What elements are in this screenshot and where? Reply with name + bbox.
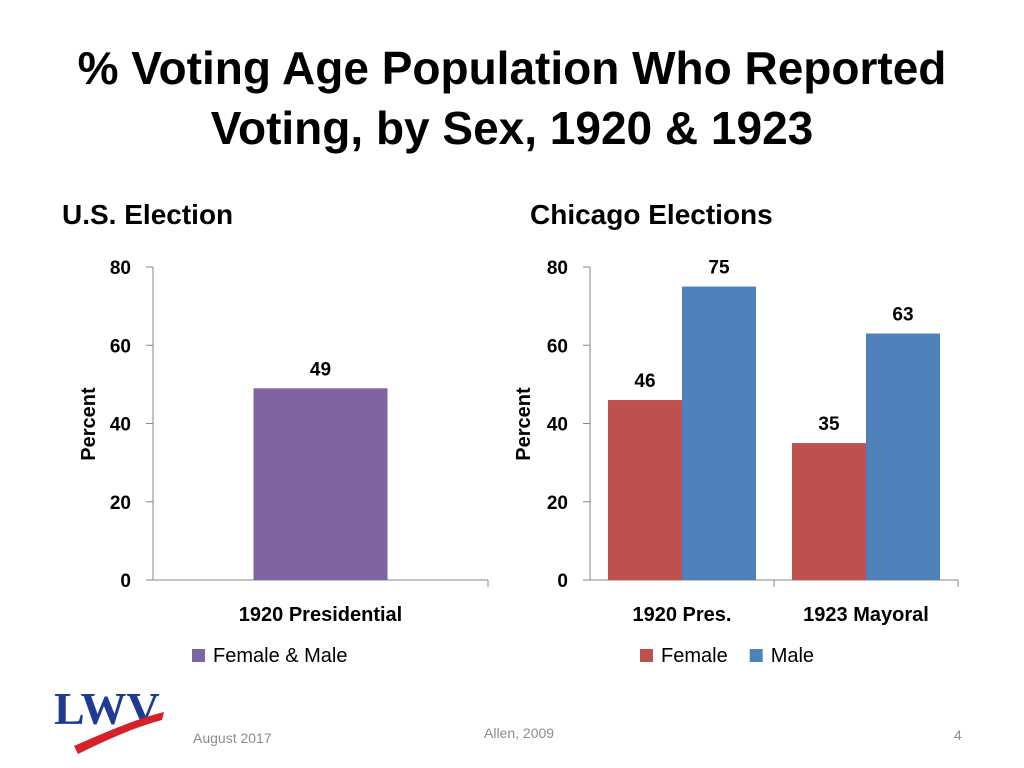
bar-female [608,400,682,580]
bar-data-label: 46 [634,371,655,392]
y-tick-label: 0 [557,571,568,592]
footer-date: August 2017 [193,730,272,746]
y-tick-label: 40 [547,415,568,436]
x-category-label: 1920 Pres. [633,604,732,626]
lwv-logo-text: LWV [54,684,160,734]
bar-male [682,286,756,580]
bar-data-label: 35 [818,414,840,435]
bar-female-male [253,388,388,580]
bar-male [866,333,940,580]
y-tick-label: 80 [547,258,568,279]
legend-swatch [192,649,205,662]
bar-data-label: 49 [310,359,331,380]
footer-page-number: 4 [954,727,962,743]
bar-data-label: 63 [892,305,913,326]
us-election-title: U.S. Election [62,199,234,230]
y-tick-label: 0 [120,571,131,592]
slide-title-line-2: Voting, by Sex, 1920 & 1923 [210,102,814,154]
chicago-elections-title: Chicago Elections [530,199,773,230]
y-axis-title: Percent [78,387,100,461]
legend-label: Female [661,645,728,667]
bar-female [792,443,866,580]
legend-swatch [640,649,653,662]
y-tick-label: 20 [110,493,131,514]
legend-label: Male [771,645,814,667]
slide-title: % Voting Age Population Who Reported Vot… [40,38,984,158]
y-tick-label: 60 [110,336,131,357]
us-election-chart: 0 20 40 60 80 Percent 49 1920 Presidential Femal… [78,258,489,667]
chicago-elections-chart: 0 20 40 60 80 Percent 46 75 1920 Pres. 35 63 1923 M… [513,258,959,667]
x-category-label: 1920 Presidential [239,604,402,626]
y-tick-label: 20 [547,493,568,514]
y-tick-label: 80 [110,258,131,279]
lwv-logo: LWV [54,684,164,754]
footer-source: Allen, 2009 [484,725,555,741]
legend-swatch [749,649,763,662]
bar-data-label: 75 [708,258,730,279]
y-tick-label: 40 [110,415,131,436]
logo-swoosh-icon [74,712,164,754]
legend-label: Female & Male [213,645,348,667]
y-axis-title: Percent [513,387,535,461]
y-tick-label: 60 [547,336,568,357]
slide-title-line-1: % Voting Age Population Who Reported [77,42,947,94]
x-category-label: 1923 Mayoral [803,604,929,626]
